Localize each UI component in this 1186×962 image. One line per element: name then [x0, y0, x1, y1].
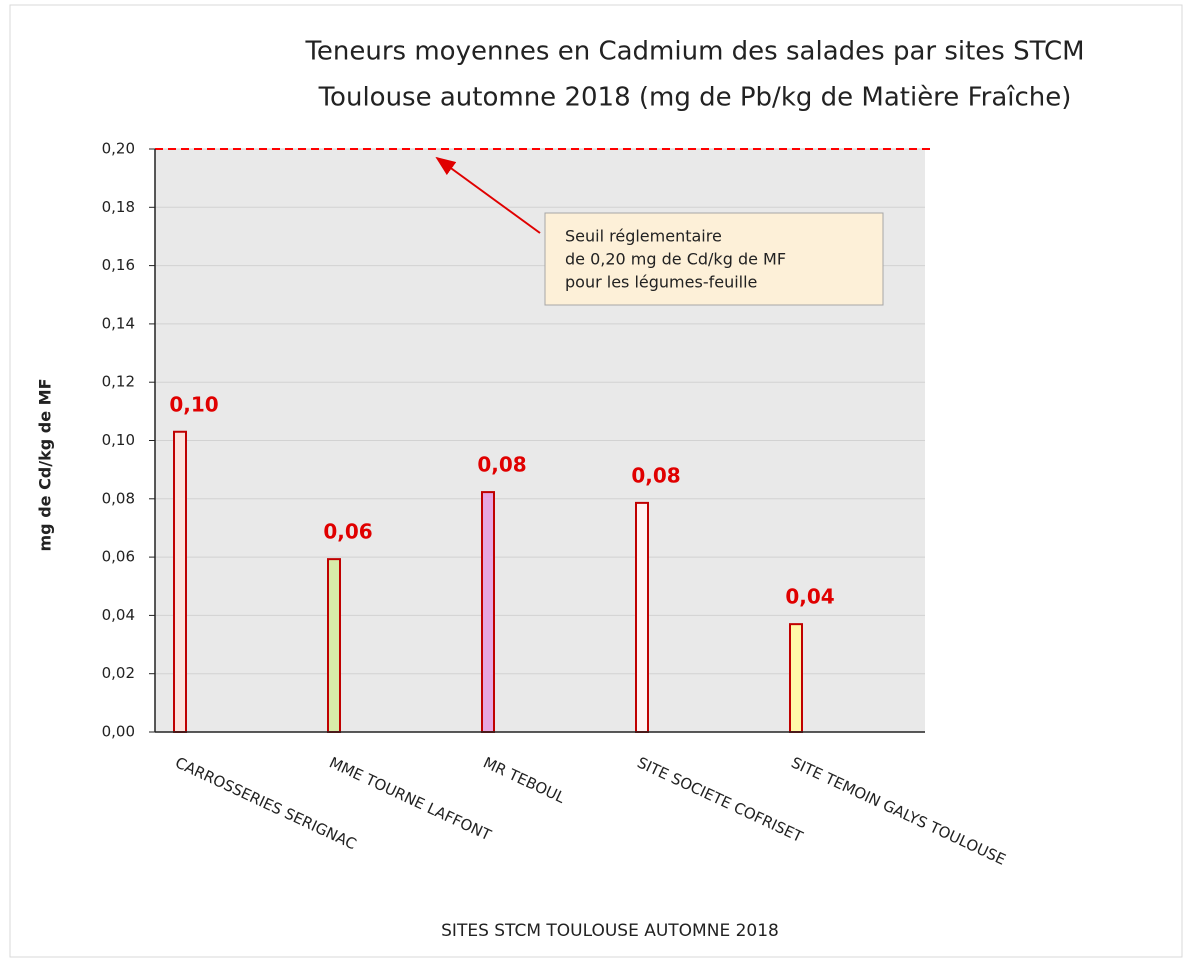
annotation-text: pour les légumes-feuille — [565, 273, 757, 292]
y-tick-label: 0,00 — [102, 723, 135, 741]
y-tick-label: 0,18 — [102, 198, 135, 216]
y-axis-label: mg de Cd/kg de MF — [36, 379, 55, 552]
data-label: 0,10 — [169, 392, 218, 416]
data-label: 0,04 — [785, 585, 834, 609]
x-axis-label: SITES STCM TOULOUSE AUTOMNE 2018 — [441, 921, 779, 941]
y-tick-label: 0,04 — [102, 606, 135, 624]
bar — [635, 501, 649, 734]
y-tick-label: 0,20 — [102, 140, 135, 158]
bar — [327, 558, 341, 733]
annotation-arrow — [435, 156, 541, 234]
bar — [789, 623, 803, 734]
data-label: 0,08 — [631, 463, 680, 487]
y-tick-label: 0,08 — [102, 489, 135, 507]
bar — [173, 430, 187, 733]
y-tick-label: 0,10 — [102, 431, 135, 449]
bar — [481, 491, 495, 733]
data-label: 0,06 — [323, 520, 372, 544]
data-label: 0,08 — [477, 453, 526, 477]
annotation-text: de 0,20 mg de Cd/kg de MF — [565, 250, 786, 269]
y-tick-label: 0,12 — [102, 373, 135, 391]
annotation-text: Seuil réglementaire — [565, 227, 722, 246]
chart-title: Teneurs moyennes en Cadmium des salades … — [304, 37, 1084, 67]
y-tick-label: 0,14 — [102, 314, 135, 332]
y-tick-label: 0,06 — [102, 548, 135, 566]
y-tick-label: 0,16 — [102, 256, 135, 274]
annotation-box — [544, 212, 884, 306]
y-tick-label: 0,02 — [102, 664, 135, 682]
chart-title: Toulouse automne 2018 (mg de Pb/kg de Ma… — [318, 83, 1072, 113]
